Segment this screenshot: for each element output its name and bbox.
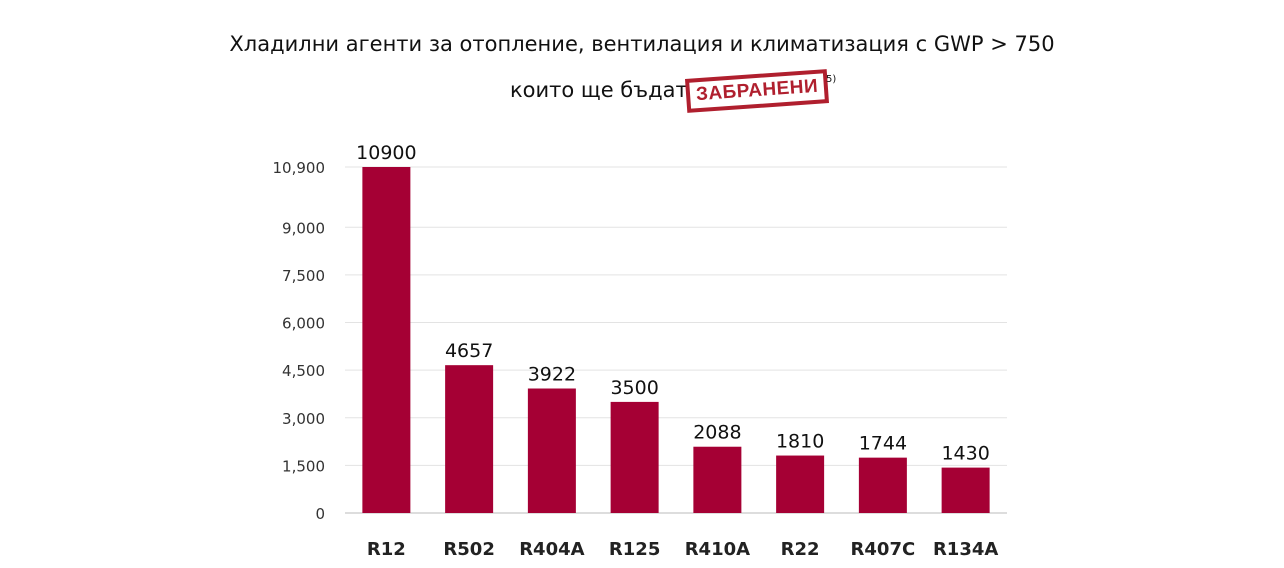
x-tick-label: R22 bbox=[781, 539, 820, 560]
y-tick-label: 3,000 bbox=[282, 410, 325, 428]
data-label: 3500 bbox=[610, 377, 658, 399]
x-tick-label: R407C bbox=[851, 539, 916, 560]
data-label: 1744 bbox=[859, 433, 907, 455]
x-tick-label: R404A bbox=[519, 539, 584, 560]
bar-r125 bbox=[610, 401, 659, 513]
data-label: 1430 bbox=[941, 443, 989, 465]
data-label: 4657 bbox=[445, 340, 493, 362]
x-tick-label: R410A bbox=[685, 539, 750, 560]
data-label: 10900 bbox=[356, 142, 416, 164]
x-tick-label: R502 bbox=[443, 539, 494, 560]
data-label: 1810 bbox=[776, 431, 824, 453]
bar-r22 bbox=[776, 455, 825, 513]
data-label: 2088 bbox=[693, 422, 741, 444]
y-tick-label: 9,000 bbox=[282, 219, 325, 237]
data-label: 3922 bbox=[528, 364, 576, 386]
y-tick-label: 6,000 bbox=[282, 315, 325, 333]
y-tick-label: 7,500 bbox=[282, 267, 325, 285]
bar-r134a bbox=[941, 467, 990, 513]
bar-r407c bbox=[858, 457, 907, 513]
x-tick-label: R12 bbox=[367, 539, 406, 560]
bar-r410a bbox=[693, 446, 742, 513]
chart-title: Хладилни агенти за отопление, вентилация… bbox=[229, 32, 1055, 56]
y-tick-label: 1,500 bbox=[282, 457, 325, 475]
y-tick-label: 4,500 bbox=[282, 362, 325, 380]
y-tick-label: 0 bbox=[315, 505, 325, 523]
bar-r502 bbox=[445, 365, 494, 513]
y-tick-label: 10,900 bbox=[273, 159, 326, 177]
bar-r404a bbox=[527, 388, 576, 513]
x-tick-label: R134A bbox=[933, 539, 998, 560]
chart-subtitle: които ще бъдат bbox=[510, 78, 688, 102]
bar-r12 bbox=[362, 167, 411, 513]
x-tick-label: R125 bbox=[609, 539, 660, 560]
footnote: 5) bbox=[826, 74, 837, 85]
